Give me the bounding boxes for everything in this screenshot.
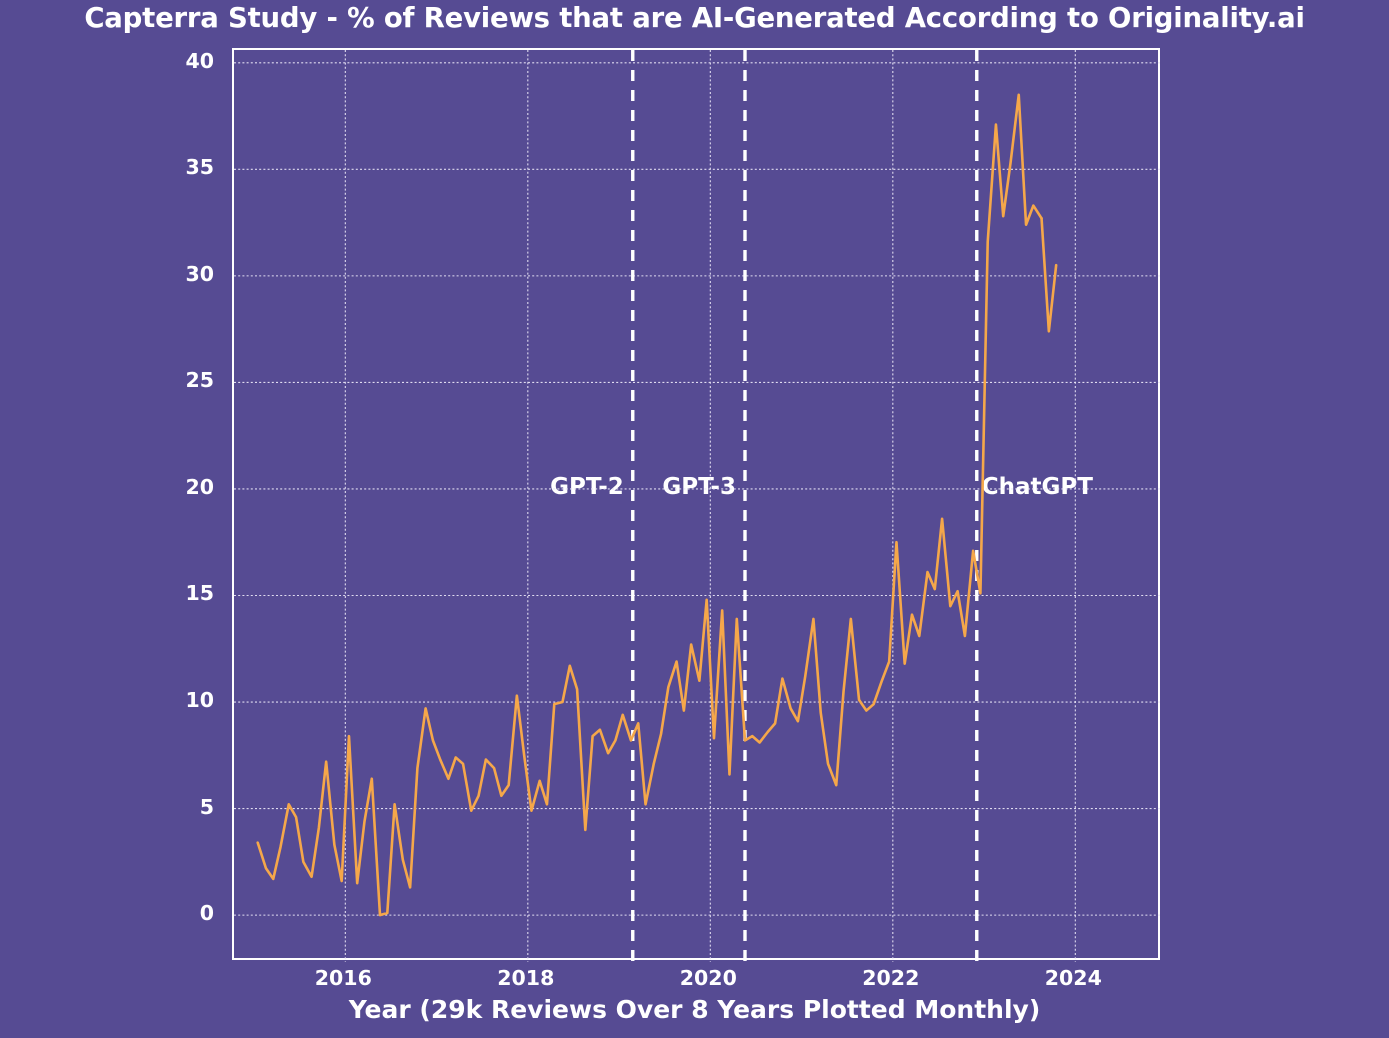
y-tick-label: 5 (199, 794, 214, 819)
x-tick-label: 2016 (314, 966, 372, 990)
data-series-line (256, 93, 1058, 917)
y-tick-label: 30 (185, 261, 214, 286)
x-tick-label: 2018 (497, 966, 555, 990)
y-tick-label: 20 (185, 474, 214, 499)
chart-canvas (234, 50, 1162, 962)
x-axis-label: Year (29k Reviews Over 8 Years Plotted M… (348, 995, 1041, 1024)
plot-area (232, 48, 1162, 962)
y-tick-label: 0 (199, 901, 214, 926)
y-tick-label: 40 (185, 48, 214, 73)
y-tick-label: 15 (185, 581, 214, 606)
y-tick-label: 25 (185, 368, 214, 393)
annotation-label-gpt-2: GPT-2 (550, 473, 624, 500)
page-title: Capterra Study - % of Reviews that are A… (84, 2, 1305, 34)
y-axis-label: % of Reviews That Are AI-Generated (0, 0, 3, 308)
annotation-label-gpt-3: GPT-3 (662, 473, 736, 500)
annotation-label-chatgpt: ChatGPT (981, 473, 1093, 500)
x-tick-label: 2024 (1044, 966, 1102, 990)
gridlines (234, 50, 1162, 962)
y-tick-label: 35 (185, 155, 214, 180)
x-tick-label: 2020 (679, 966, 737, 990)
y-tick-label: 10 (185, 688, 214, 713)
x-tick-label: 2022 (862, 966, 920, 990)
annotation-vertical-lines (631, 50, 979, 962)
